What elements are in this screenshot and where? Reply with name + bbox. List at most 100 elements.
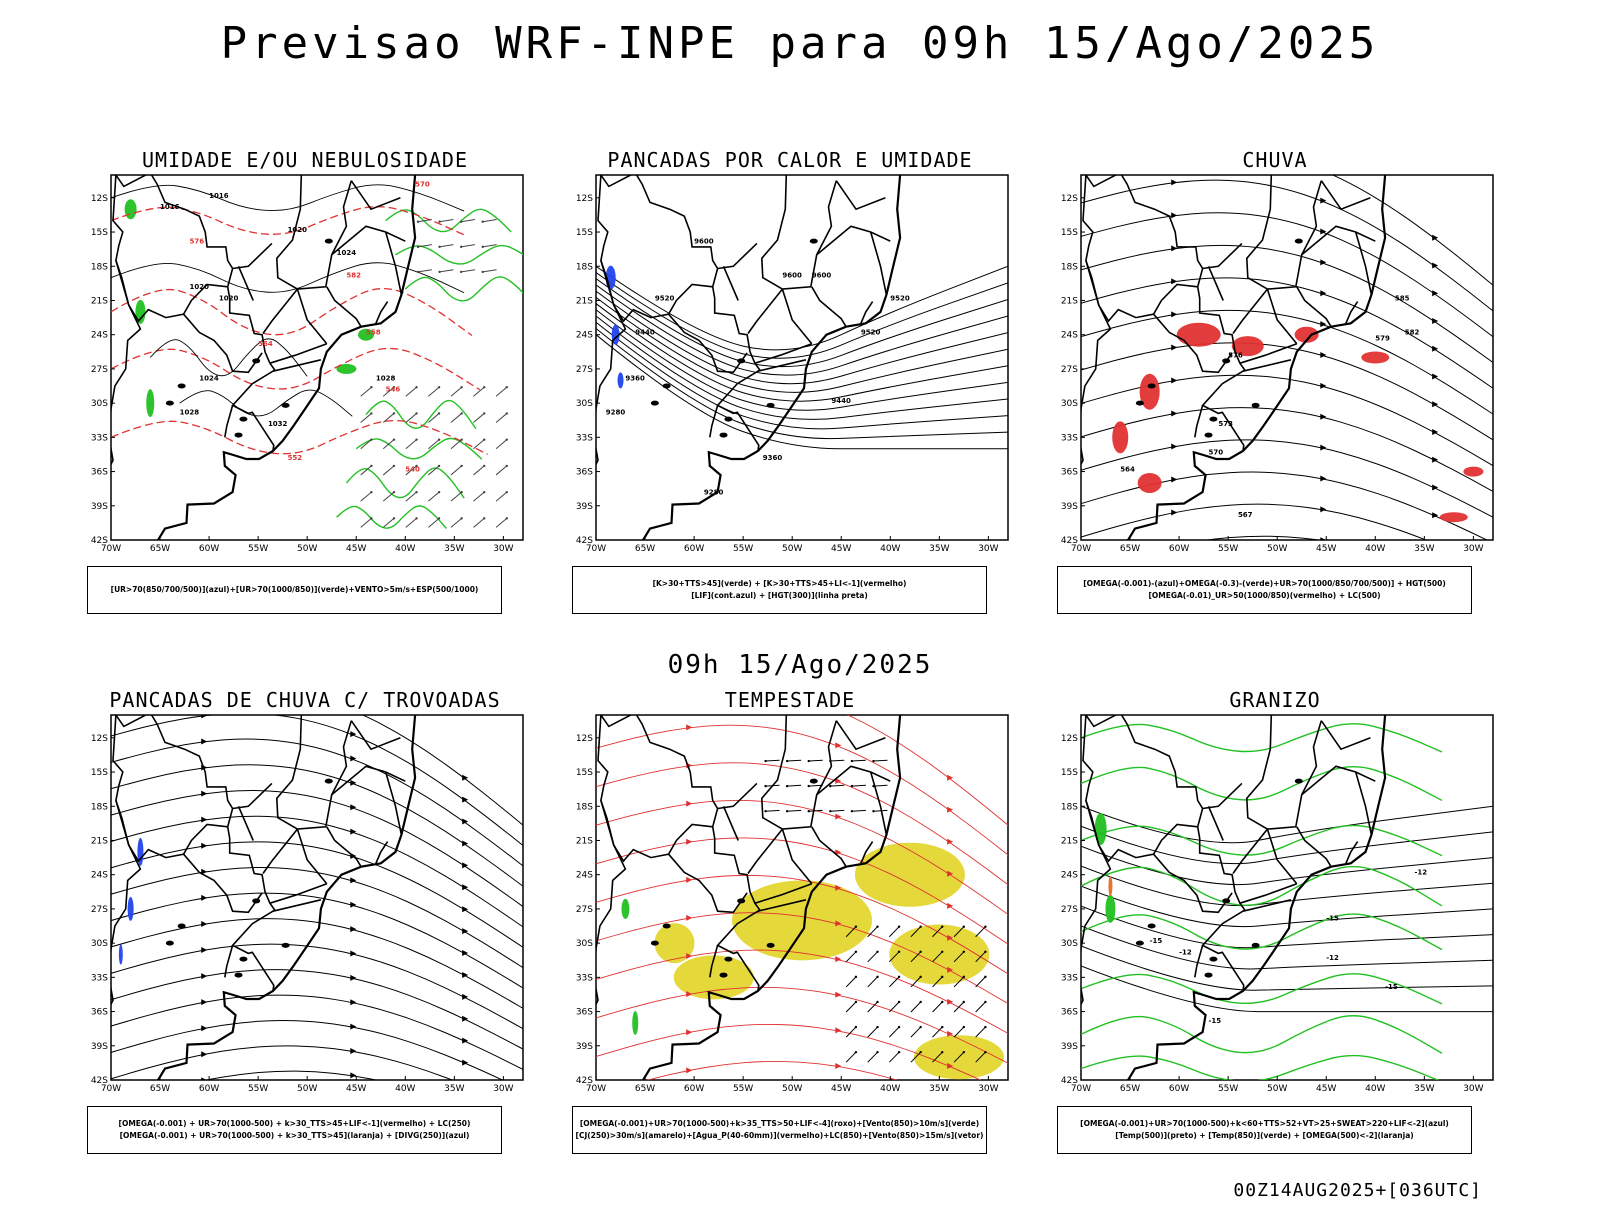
contour-line (1081, 765, 1443, 802)
wind-vector-head (460, 464, 463, 468)
streamline-arrow (947, 1062, 954, 1069)
field-layer (1081, 723, 1493, 1080)
political-border (1354, 771, 1373, 835)
lat-tick-label: 24S (576, 871, 593, 881)
wind-vector (910, 951, 922, 963)
political-border (1296, 286, 1332, 328)
wind-vector (405, 386, 417, 397)
streamline-arrow (350, 926, 357, 933)
wind-vector-head (962, 1025, 966, 1029)
wind-vector (495, 517, 508, 528)
wind-vector-head (850, 810, 854, 813)
lon-tick-label: 30W (493, 544, 513, 554)
streamline-arrow (686, 876, 693, 883)
streamline-arrow (350, 1072, 357, 1079)
political-border (296, 288, 328, 345)
lat-tick-label: 24S (91, 871, 108, 881)
lon-tick-label: 70W (1071, 1084, 1091, 1094)
political-border (237, 265, 254, 301)
political-border (760, 715, 838, 830)
contour-line (111, 206, 465, 236)
streamline-arrow (350, 901, 357, 908)
contour-line (1081, 1054, 1440, 1080)
political-border (384, 771, 403, 835)
wind-vector-head (962, 975, 966, 979)
contour-label: 9280 (704, 488, 724, 496)
lake-marker (1204, 432, 1213, 438)
lake-marker (165, 400, 174, 406)
streamline (1204, 535, 1322, 540)
coastline (642, 715, 902, 1080)
streamline-arrow (201, 947, 208, 954)
wind-vector-head (897, 950, 901, 953)
wind-vector (910, 1026, 922, 1038)
wind-vector-head (392, 464, 396, 468)
panel-title: PANCADAS POR CALOR E UMIDADE (607, 148, 973, 172)
streamline-arrow (835, 920, 842, 927)
wind-vector-head (876, 975, 879, 979)
wind-vector-head (764, 759, 767, 763)
lat-tick-label: 36S (1061, 468, 1078, 478)
wind-vector-head (785, 784, 789, 788)
political-border (112, 715, 228, 863)
lon-tick-label: 40W (395, 1084, 415, 1094)
streamline (1081, 407, 1493, 492)
wind-vector-head (437, 464, 441, 468)
political-border (596, 260, 627, 467)
lon-tick-label: 65W (150, 544, 170, 554)
wind-vector (932, 926, 943, 938)
wind-vector-head (854, 925, 858, 928)
contour-line (111, 419, 488, 455)
wind-vector-head (437, 438, 441, 441)
wind-vector (360, 465, 372, 476)
lon-tick-label: 65W (1120, 1084, 1140, 1094)
lat-tick-label: 33S (1061, 433, 1078, 443)
political-border (717, 242, 758, 270)
lake-marker (719, 972, 728, 978)
political-border (811, 826, 847, 868)
lake-marker (1147, 383, 1156, 389)
political-border (835, 180, 886, 211)
contour-label: 582 (346, 272, 361, 280)
wind-vector (867, 976, 878, 988)
streamline (111, 764, 523, 887)
contour-line (149, 338, 308, 377)
streamline-arrow (947, 966, 954, 973)
contour-label: -12 (1179, 949, 1192, 957)
contour-line (1081, 973, 1443, 1005)
contour-label: 1016 (160, 203, 180, 211)
lat-tick-label: 24S (91, 331, 108, 341)
streamline-arrow (350, 999, 357, 1006)
streamline-arrow (686, 914, 693, 921)
wind-vector-head (872, 759, 875, 763)
streamline-arrow (462, 928, 469, 935)
streamline (111, 994, 523, 1070)
height-contour (596, 328, 1008, 440)
humidity-patch (358, 328, 375, 341)
political-border (600, 715, 761, 992)
streamline-arrow (1320, 172, 1326, 173)
temp-850-patch (1094, 813, 1107, 846)
wind-vector-head (897, 1025, 901, 1029)
wind-vector-head (941, 950, 944, 953)
wind-vector (382, 386, 395, 397)
streamline-arrow (686, 838, 693, 845)
lat-tick-label: 36S (91, 468, 108, 478)
political-border (1301, 765, 1376, 796)
contour-label: 9360 (763, 454, 783, 462)
wind-vector (808, 759, 823, 762)
wind-vector (845, 1001, 857, 1013)
wind-vector (495, 439, 508, 450)
wind-vector-head (392, 412, 396, 415)
streamline-arrow (1320, 321, 1327, 328)
wind-vector-head (854, 1050, 858, 1054)
panel-title: GRANIZO (1229, 688, 1321, 712)
wind-vector (439, 244, 454, 248)
streamline-arrow (462, 950, 469, 957)
lat-tick-label: 15S (576, 768, 593, 778)
wind-vector (473, 517, 485, 528)
lake-marker (177, 383, 186, 389)
streamline-arrow (1320, 351, 1327, 358)
political-border (269, 883, 328, 904)
